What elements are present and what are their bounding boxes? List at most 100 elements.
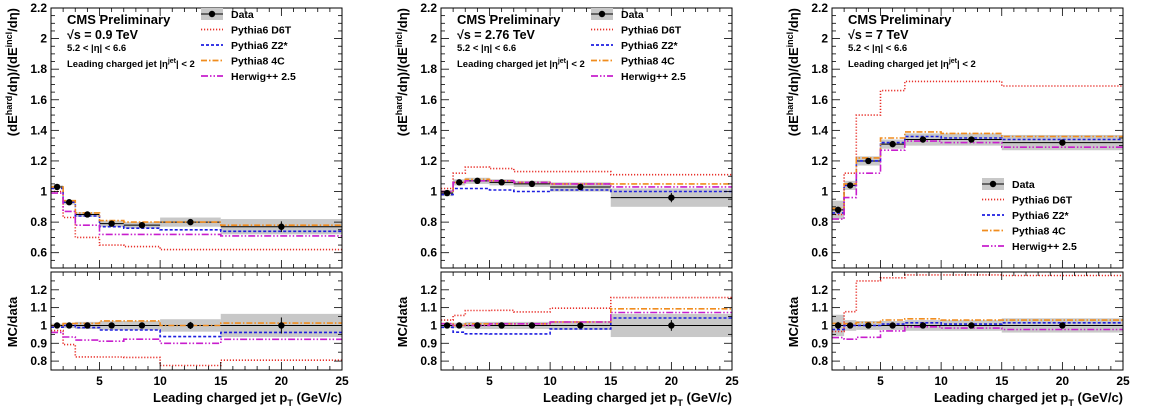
header-selection: Leading charged jet |ηjet| < 2: [457, 58, 585, 70]
header-eta-range: 5.2 < |η| < 6.6: [848, 43, 907, 54]
data-point: [498, 179, 505, 186]
y-tick-label: 1.6: [420, 93, 437, 107]
header-title: CMS Preliminary: [67, 12, 171, 27]
ratio-data-point: [968, 322, 975, 329]
legend-label: Pythia8 4C: [231, 56, 285, 68]
x-tick-label: 15: [214, 374, 228, 388]
x-tick-label: 10: [543, 374, 557, 388]
x-tick-label: 5: [96, 374, 103, 388]
legend-label: Pythia8 4C: [621, 56, 675, 68]
ratio-data-point: [108, 322, 115, 329]
legend-label: Pythia6 Z2*: [231, 40, 289, 52]
legend-label: Pythia6 D6T: [621, 25, 682, 37]
ratio-series-line-pythia6-d6t: [441, 296, 732, 321]
data-point: [834, 206, 842, 214]
ratio-data-point: [919, 322, 927, 329]
y-tick-label: 2.2: [811, 1, 828, 15]
ratio-data-point: [65, 322, 73, 329]
y-tick-label: 1.4: [811, 123, 828, 137]
ratio-data-point: [278, 322, 285, 329]
ratio-series-line-herwig-2-5: [51, 331, 342, 345]
ratio-data-point: [889, 322, 896, 329]
legend-entry: Pythia6 Z2*: [201, 40, 289, 52]
series-line-pythia8-4c: [441, 178, 732, 193]
x-tick-label: 20: [665, 374, 679, 388]
legend-label: Pythia6 D6T: [231, 25, 292, 37]
series-line-pythia6-z2-: [51, 187, 342, 233]
ratio-data-point: [455, 322, 463, 329]
y-tick-label: 1: [430, 185, 437, 199]
legend-data-marker: [598, 10, 606, 18]
ratio-y-tick-label: 1.1: [30, 301, 47, 315]
y-tick-label: 1.8: [420, 62, 437, 76]
legend-entry: Data: [201, 8, 254, 21]
header-energy: √s = 2.76 TeV: [457, 28, 536, 42]
ratio-plot-area: [832, 274, 1123, 340]
x-axis-title: Leading charged jet pT (GeV/c): [543, 390, 732, 408]
x-tick-label: 5: [877, 374, 884, 388]
chart-panel-1: 5 10 15 20 25 0.6 0.8 1 1.2 1.4 1.6 1.8 2 2.2 0.8 0.9 1 1…: [4, 1, 349, 408]
data-point: [84, 211, 91, 218]
y-tick-label: 0.8: [811, 215, 828, 229]
legend-entry: Herwig++ 2.5: [591, 71, 686, 83]
data-point: [53, 183, 61, 191]
ratio-y-tick-label: 0.8: [420, 354, 437, 368]
data-point: [278, 223, 285, 230]
ratio-y-tick-label: 1.1: [811, 301, 828, 315]
ratio-data-point: [84, 322, 91, 329]
legend-label: Herwig++ 2.5: [1012, 241, 1077, 253]
x-tick-label: 10: [934, 374, 948, 388]
ratio-data-point: [474, 322, 481, 329]
ratio-y-tick-label: 1: [430, 318, 437, 332]
series-line-pythia8-4c: [832, 131, 1123, 210]
header-eta-range: 5.2 < |η| < 6.6: [457, 43, 516, 54]
data-point: [889, 140, 896, 148]
legend-entry: Herwig++ 2.5: [201, 71, 296, 83]
x-axis-title: Leading charged jet pT (GeV/c): [153, 390, 342, 408]
ratio-data-point: [138, 322, 146, 329]
y-tick-label: 2: [430, 32, 437, 46]
ratio-y-axis-title: MC/data: [786, 296, 801, 347]
y-tick-label: 0.8: [420, 215, 437, 229]
ratio-y-tick-label: 0.9: [811, 336, 828, 350]
header-eta-range: 5.2 < |η| < 6.6: [67, 43, 126, 54]
legend-entry: Pythia8 4C: [982, 226, 1066, 238]
header-energy: √s = 7 TeV: [848, 28, 909, 42]
x-tick-label: 5: [486, 374, 493, 388]
x-tick-label: 25: [1116, 374, 1130, 388]
legend-label: Pythia6 Z2*: [621, 40, 679, 52]
ratio-y-tick-label: 1: [821, 318, 828, 332]
header-selection: Leading charged jet |ηjet| < 2: [67, 58, 195, 70]
y-axis-title: (dEhard/dη)/(dEincl/dη): [394, 8, 410, 136]
data-point: [474, 177, 481, 185]
x-tick-label: 15: [995, 374, 1009, 388]
legend-label: Data: [1012, 179, 1035, 191]
ratio-plot-area: [441, 296, 732, 338]
data-point: [65, 199, 73, 206]
legend-label: Pythia6 D6T: [1012, 195, 1073, 207]
ratio-series-line-pythia6-z2-: [832, 322, 1123, 331]
legend-label: Data: [621, 9, 644, 21]
y-tick-label: 1.4: [420, 123, 437, 137]
ratio-data-point: [1059, 322, 1066, 329]
y-axis-title: (dEhard/dη)/(dEincl/dη): [4, 8, 20, 136]
legend-entry: Data: [591, 8, 644, 21]
x-tick-label: 20: [1056, 374, 1070, 388]
legend-entry: Pythia6 D6T: [982, 195, 1073, 207]
series-line-pythia6-d6t: [441, 166, 732, 190]
y-tick-label: 1: [40, 185, 47, 199]
ratio-series-line-pythia8-4c: [51, 320, 342, 327]
data-point: [528, 180, 536, 188]
legend-label: Herwig++ 2.5: [621, 71, 686, 83]
data-point: [443, 189, 451, 197]
x-tick-label: 15: [604, 374, 618, 388]
x-axis-title: Leading charged jet pT (GeV/c): [934, 390, 1123, 408]
y-tick-label: 2.2: [420, 1, 437, 15]
y-tick-label: 1.2: [811, 154, 828, 168]
ratio-y-axis-title: MC/data: [395, 296, 410, 347]
ratio-y-tick-label: 1.2: [30, 283, 47, 297]
y-tick-label: 1.8: [30, 62, 47, 76]
x-tick-label: 20: [275, 374, 289, 388]
ratio-data-point: [528, 322, 536, 329]
legend-label: Pythia6 Z2*: [1012, 210, 1070, 222]
